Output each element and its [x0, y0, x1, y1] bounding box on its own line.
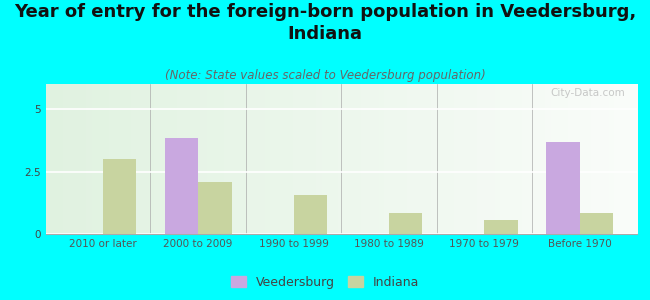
Bar: [198, 182, 231, 234]
Bar: [294, 195, 327, 234]
Legend: Veedersburg, Indiana: Veedersburg, Indiana: [226, 271, 424, 294]
Text: (Note: State values scaled to Veedersburg population): (Note: State values scaled to Veedersbur…: [164, 69, 486, 82]
Text: Year of entry for the foreign-born population in Veedersburg,
Indiana: Year of entry for the foreign-born popul…: [14, 3, 636, 43]
Bar: [103, 159, 136, 234]
Bar: [484, 220, 518, 234]
Text: City-Data.com: City-Data.com: [551, 88, 625, 98]
Bar: [580, 213, 613, 234]
Bar: [547, 142, 580, 234]
Bar: [164, 138, 198, 234]
Bar: [389, 213, 422, 234]
